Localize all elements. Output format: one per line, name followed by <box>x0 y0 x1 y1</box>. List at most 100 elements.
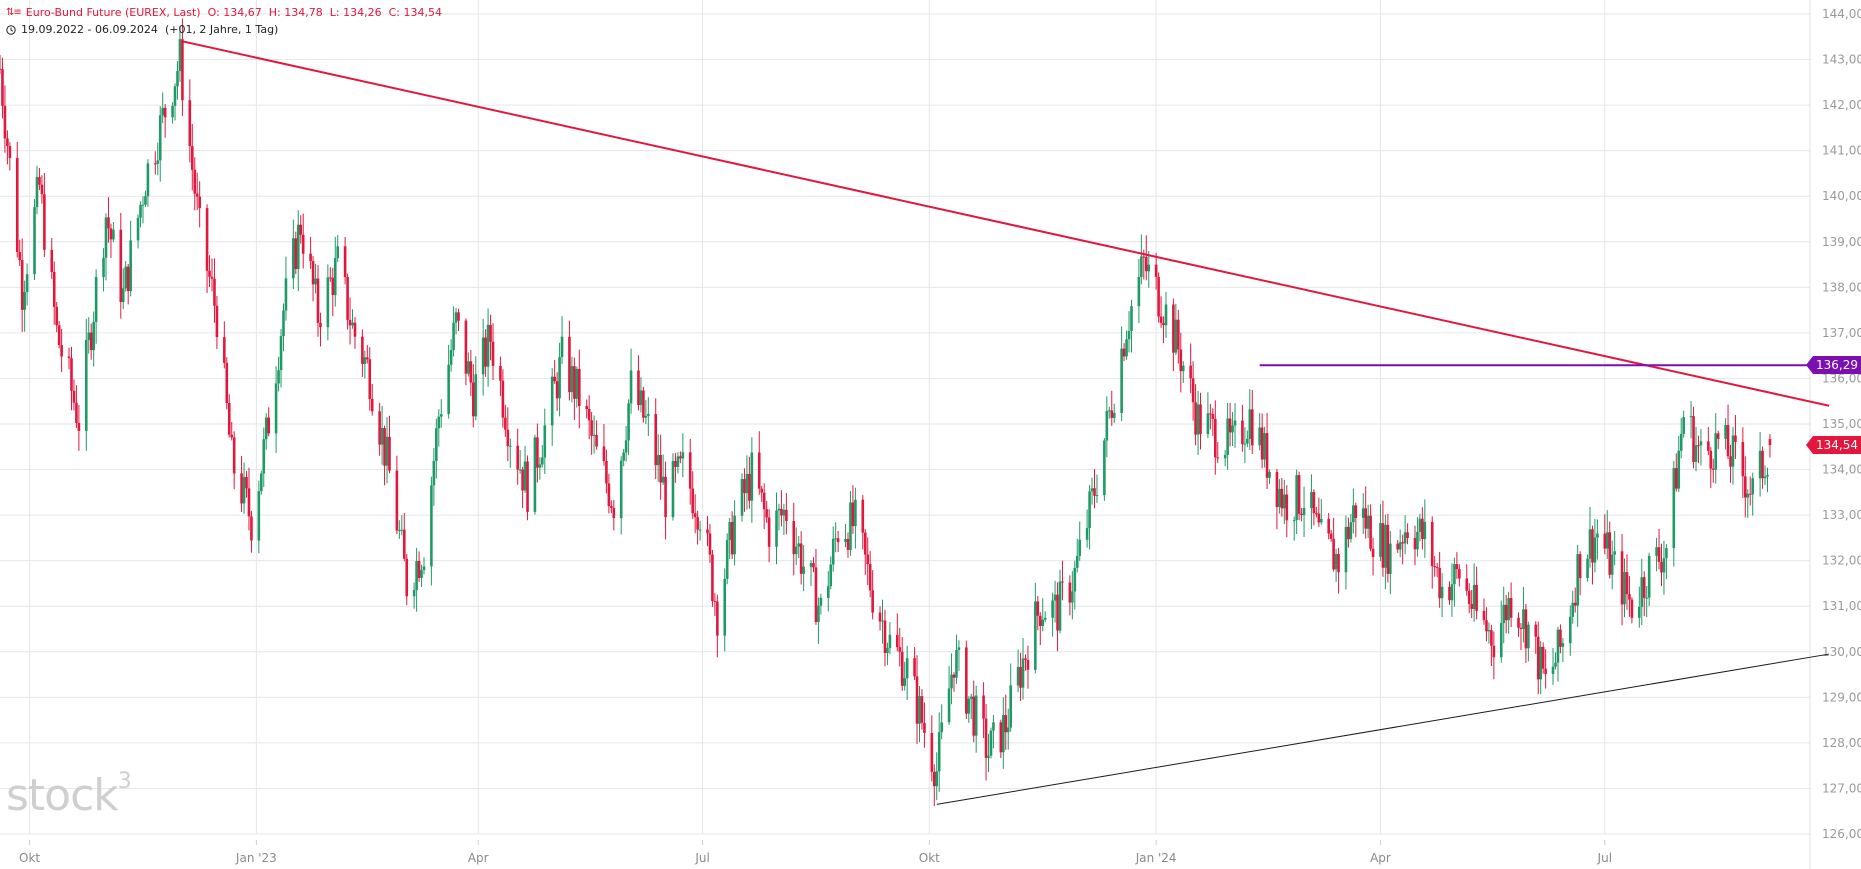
price-axis[interactable]: 126,00 127,00 128,00 129,00 130,00 131,00 132,… <box>1822 7 1861 841</box>
candle-body <box>698 529 702 531</box>
trendline-1[interactable] <box>936 653 1830 805</box>
candle-body <box>499 365 502 381</box>
candle-body <box>797 543 800 547</box>
last-price-tag[interactable]: 134,54 <box>1806 435 1861 454</box>
candle-body <box>264 417 268 440</box>
candle-body <box>812 563 815 568</box>
candle-body <box>33 207 36 275</box>
candle-body <box>484 337 487 367</box>
candle-body <box>178 39 182 72</box>
candle-body <box>469 361 473 383</box>
candle-body <box>1689 416 1693 418</box>
candle-body <box>1243 443 1247 445</box>
candle-body <box>1766 474 1769 477</box>
candle-body <box>1315 513 1318 515</box>
candle-body <box>25 274 29 293</box>
candle-body <box>124 266 128 289</box>
candle-body <box>412 590 416 597</box>
candle-body <box>575 368 579 399</box>
candle-body <box>1517 617 1520 628</box>
candle-body <box>319 322 322 328</box>
candle-body <box>716 601 719 636</box>
candle-body <box>299 224 303 235</box>
candle-body <box>77 423 81 431</box>
candle-body <box>573 366 576 399</box>
candle-body <box>1095 495 1099 497</box>
candle-body <box>1630 599 1634 618</box>
candle-body <box>262 439 266 474</box>
candle-body <box>802 566 805 574</box>
candle-body <box>558 357 561 399</box>
candle-body <box>454 312 458 323</box>
y-tick-label: 130,00 <box>1822 645 1861 659</box>
candle-body <box>126 266 130 292</box>
candle-body <box>1593 537 1597 563</box>
candle-body <box>681 452 685 459</box>
candle-body <box>508 445 512 447</box>
candle-body <box>23 292 26 310</box>
candle-body <box>6 138 9 147</box>
date-range: 19.09.2022 - 06.09.2024 <box>21 23 158 36</box>
trendline-0[interactable] <box>182 40 1830 407</box>
candle-body <box>888 634 892 649</box>
candle-body <box>1361 508 1365 518</box>
candle-body <box>903 678 906 686</box>
resistance-price-label: 136,29 <box>1813 356 1861 375</box>
candle-body <box>1211 414 1215 419</box>
candle-body <box>619 460 623 519</box>
candle-body <box>1657 547 1661 562</box>
candle-body <box>435 428 438 461</box>
candle-body <box>1714 433 1718 470</box>
high-value: H: 134,78 <box>268 6 323 19</box>
candle-body <box>1053 594 1057 601</box>
candle-body <box>208 270 211 277</box>
y-tick-label: 138,00 <box>1822 280 1861 294</box>
candle-body <box>472 382 475 417</box>
candle-body <box>452 322 455 350</box>
candle-body <box>1312 491 1316 514</box>
candle-body <box>430 485 433 567</box>
candle-body <box>814 567 818 623</box>
close-value: C: 134,54 <box>388 6 442 19</box>
trendlines[interactable] <box>182 40 1830 805</box>
candle-body <box>506 429 510 447</box>
candle-body <box>336 246 340 259</box>
candle-body <box>1140 256 1143 277</box>
candle-body <box>1292 520 1296 522</box>
candle-body <box>785 509 788 521</box>
candle-body <box>918 696 921 724</box>
candlestick-series <box>0 18 1772 807</box>
candle-body <box>1021 658 1025 688</box>
candle-body <box>232 437 236 474</box>
candle-body <box>1561 643 1565 647</box>
candle-body <box>326 277 330 328</box>
resistance-price-tag[interactable]: 136,29 <box>1806 356 1861 375</box>
candle-body <box>760 488 764 493</box>
candle-body <box>1768 439 1772 445</box>
candle-body <box>950 674 953 689</box>
candle-body <box>1260 427 1264 460</box>
candle-body <box>923 722 926 733</box>
candle-body <box>193 169 197 194</box>
candle-body <box>1177 319 1180 350</box>
candle-body <box>930 732 934 772</box>
candle-body <box>3 105 7 139</box>
candle-body <box>1085 528 1089 540</box>
candle-body <box>610 506 613 508</box>
candle-body <box>659 454 662 483</box>
candle-body <box>1334 554 1338 570</box>
candle-body <box>181 39 184 101</box>
candle-body <box>1699 441 1703 446</box>
candle-body <box>92 321 95 351</box>
y-tick-label: 134,00 <box>1822 463 1861 477</box>
candle-body <box>541 457 544 465</box>
candle-body <box>989 730 993 756</box>
candle-body <box>141 204 145 206</box>
candle-body <box>146 163 150 197</box>
candle-body <box>1051 600 1054 618</box>
candle-body <box>871 590 874 613</box>
candle-body <box>585 405 588 410</box>
candle-body <box>536 437 539 468</box>
time-axis[interactable]: Okt Jan '23 Apr Jul Okt Jan '24 Apr Jul <box>19 840 1612 865</box>
